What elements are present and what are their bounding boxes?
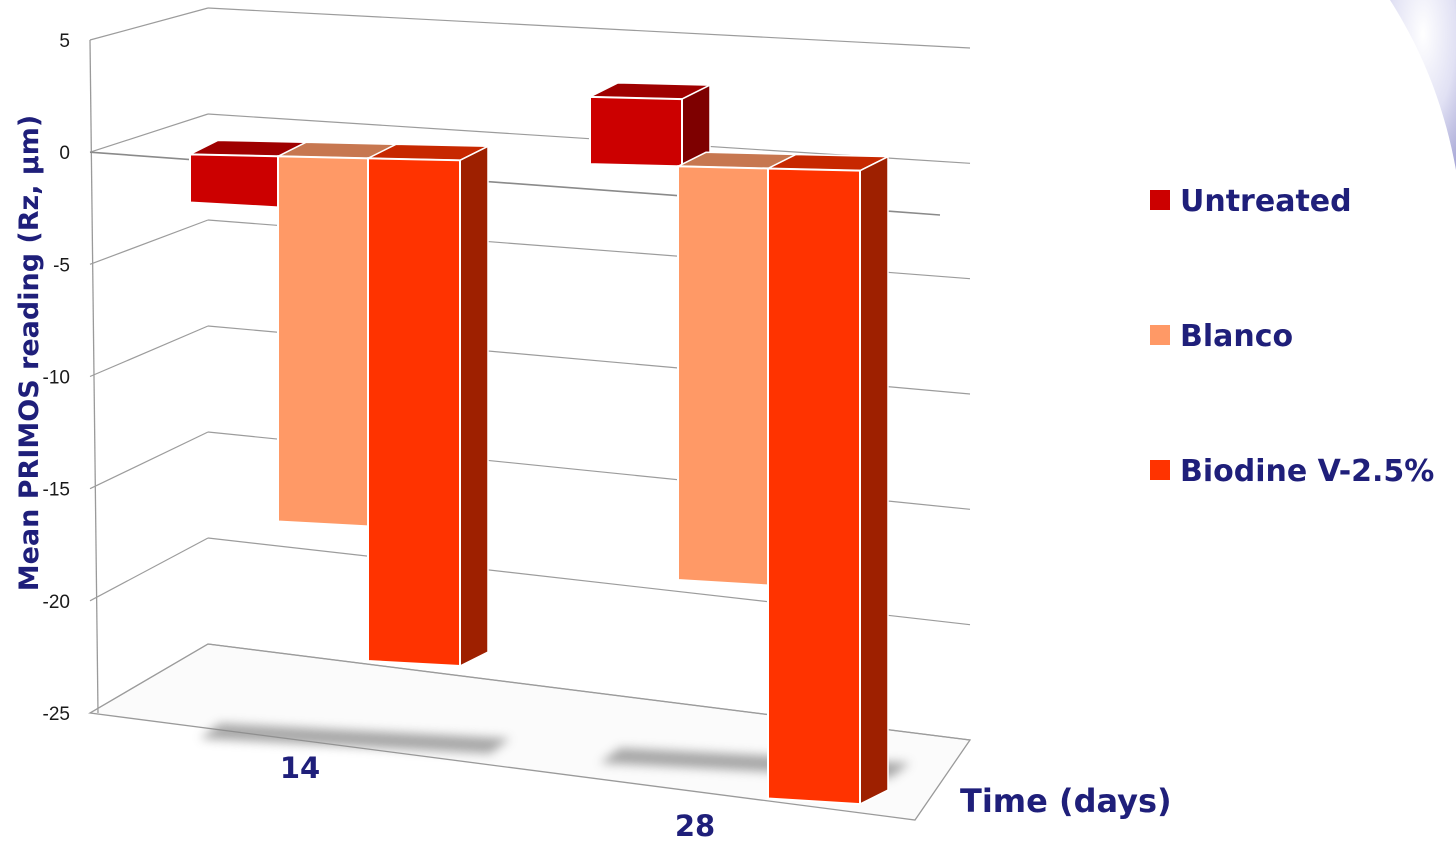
y-tick-label: -10 <box>43 368 70 389</box>
decorative-corner-swoosh <box>1390 0 1456 170</box>
bar-shadow <box>200 723 510 754</box>
x-category-label: 28 <box>675 809 715 841</box>
bar-front-untreated-28 <box>589 95 683 168</box>
x-category-label: 14 <box>280 751 320 785</box>
gridline-side <box>89 7 209 41</box>
y-tick-label: -15 <box>43 480 70 501</box>
gridline-side <box>89 113 209 153</box>
bar-front-biodine-v-2-5-14 <box>367 157 461 668</box>
legend-swatch-untreated <box>1150 190 1170 210</box>
legend-swatch-biodine-v-2-5 <box>1150 460 1170 480</box>
y-tick-label: -5 <box>53 255 70 276</box>
y-tick-label: 0 <box>59 143 70 164</box>
legend-swatch-blanco <box>1150 325 1170 345</box>
bar-front-biodine-v-2-5-28 <box>767 167 861 806</box>
bar-front-blanco-28 <box>677 165 771 587</box>
bar-biodine-v-2-5-14 <box>367 143 489 668</box>
y-tick-label: 5 <box>59 31 70 52</box>
legend-label-untreated: Untreated <box>1180 184 1352 219</box>
bar-front-blanco-14 <box>277 155 371 528</box>
gridline-side <box>89 537 209 602</box>
x-axis-title: Time (days) <box>960 782 1172 820</box>
bar-front-untreated-14 <box>189 153 283 209</box>
bar-side-biodine-v-2-5-14 <box>459 145 489 668</box>
y-tick-label: -25 <box>43 704 70 725</box>
y-tick-label: -20 <box>43 592 70 613</box>
legend: Untreated Blanco Biodine V-2.5% <box>1150 184 1434 489</box>
gridline-side <box>89 219 209 265</box>
bar-untreated-28 <box>589 82 711 168</box>
y-axis-title: Mean PRIMOS reading (Rz, µm) <box>14 115 45 592</box>
gridline <box>207 7 971 49</box>
gridline-side <box>89 431 209 490</box>
gridline-side <box>89 325 209 378</box>
legend-label-blanco: Blanco <box>1180 319 1293 354</box>
legend-label-biodine-v-2-5: Biodine V-2.5% <box>1180 454 1434 489</box>
bar-biodine-v-2-5-28 <box>767 153 889 806</box>
bar-side-biodine-v-2-5-28 <box>859 155 889 806</box>
gridline-side <box>89 643 209 714</box>
